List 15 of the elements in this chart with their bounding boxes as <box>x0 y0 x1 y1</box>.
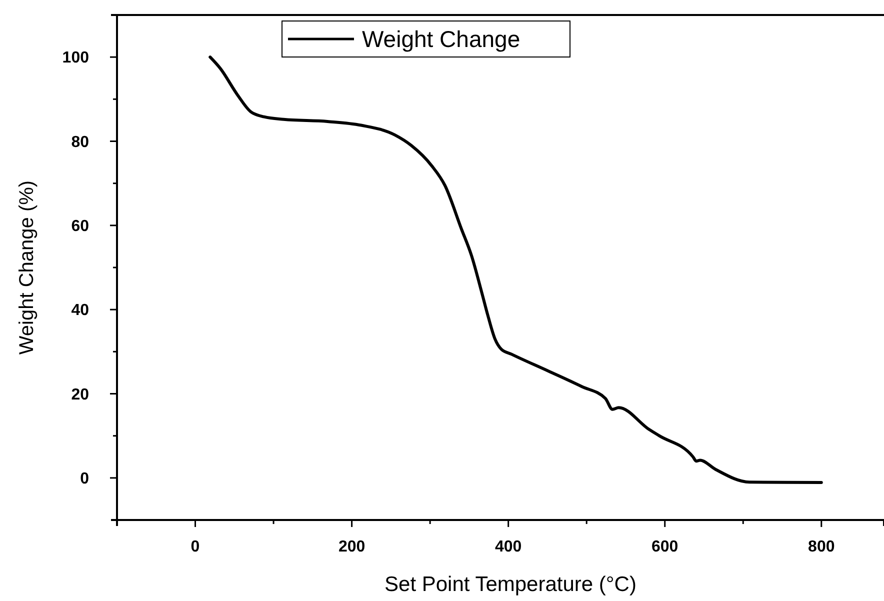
y-tick-label: 60 <box>71 218 90 236</box>
x-tick-label: 400 <box>494 538 522 556</box>
y-tick-label: 40 <box>71 302 90 320</box>
x-tick-label: 200 <box>338 538 366 556</box>
y-tick-label: 80 <box>71 134 90 151</box>
y-tick-label: 20 <box>71 386 90 404</box>
y-tick-label: 0 <box>80 470 90 488</box>
x-tick-label: 0 <box>190 538 200 556</box>
x-tick-label: 800 <box>808 538 835 556</box>
x-axis-title: Set Point Temperature (°C) <box>384 573 636 596</box>
y-tick-label: 100 <box>62 50 90 67</box>
x-tick-label: 600 <box>652 538 678 556</box>
y-axis-title: Weight Change (%) <box>16 180 38 355</box>
legend-label: Weight Change <box>362 26 520 52</box>
line-series <box>208 56 823 484</box>
